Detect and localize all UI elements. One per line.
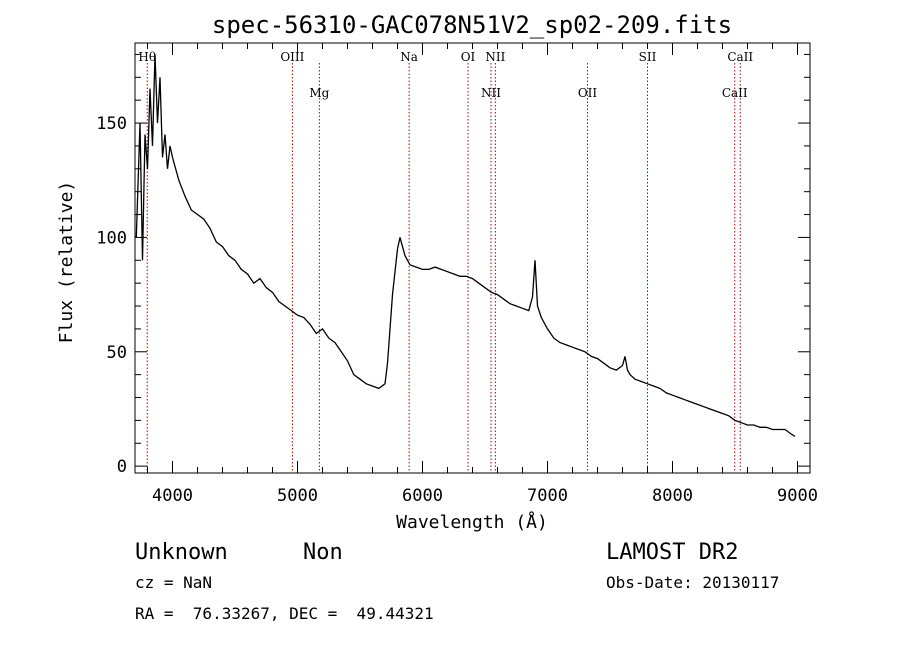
spectral-line-label: Na <box>400 50 418 64</box>
coordinates: RA = 76.33267, DEC = 49.44321 <box>135 604 434 623</box>
axis-ticks: 4000 5000 6000 7000 8000 9000 0 50 100 150 <box>96 43 818 506</box>
x-tick-label: 5000 <box>277 486 318 506</box>
spectral-line-label: OI <box>461 50 476 64</box>
spectrum-line <box>135 54 796 437</box>
spectral-line-label: CaII <box>722 86 748 100</box>
y-tick-label: 50 <box>107 343 127 363</box>
obs-date: Obs-Date: 20130117 <box>606 573 779 592</box>
y-tick-label: 0 <box>117 457 127 477</box>
object-subclass: Non <box>303 540 343 565</box>
y-tick-label: 100 <box>96 228 127 248</box>
x-tick-label: 8000 <box>652 486 693 506</box>
x-tick-label: 9000 <box>777 486 818 506</box>
spectral-line-label: OIII <box>280 50 304 64</box>
y-tick-label: 150 <box>96 114 127 134</box>
spectral-line-label: OII <box>578 86 598 100</box>
spectral-line-label: CaII <box>727 50 753 64</box>
survey-name: LAMOST DR2 <box>606 540 738 565</box>
spectral-line-label: NII <box>485 50 505 64</box>
x-tick-label: 7000 <box>527 486 568 506</box>
x-tick-label: 6000 <box>402 486 443 506</box>
chart-title: spec-56310-GAC078N51V2_sp02-209.fits <box>212 11 732 39</box>
spectral-line-label: SII <box>639 50 657 64</box>
spectral-line-label: Mg <box>309 86 329 100</box>
spectral-line-label: Hθ <box>138 50 156 64</box>
x-tick-label: 4000 <box>152 486 193 506</box>
object-class: Unknown <box>135 540 228 565</box>
y-axis-label: Flux (relative) <box>56 181 77 344</box>
spectral-line-label: NII <box>481 86 501 100</box>
x-axis-label: Wavelength (Å) <box>396 511 548 533</box>
redshift-readout: cz = NaN <box>135 573 212 592</box>
spectral-line-markers: Hθ OIII Mg Na OI NII NII OII SII CaII CaII <box>138 50 753 473</box>
